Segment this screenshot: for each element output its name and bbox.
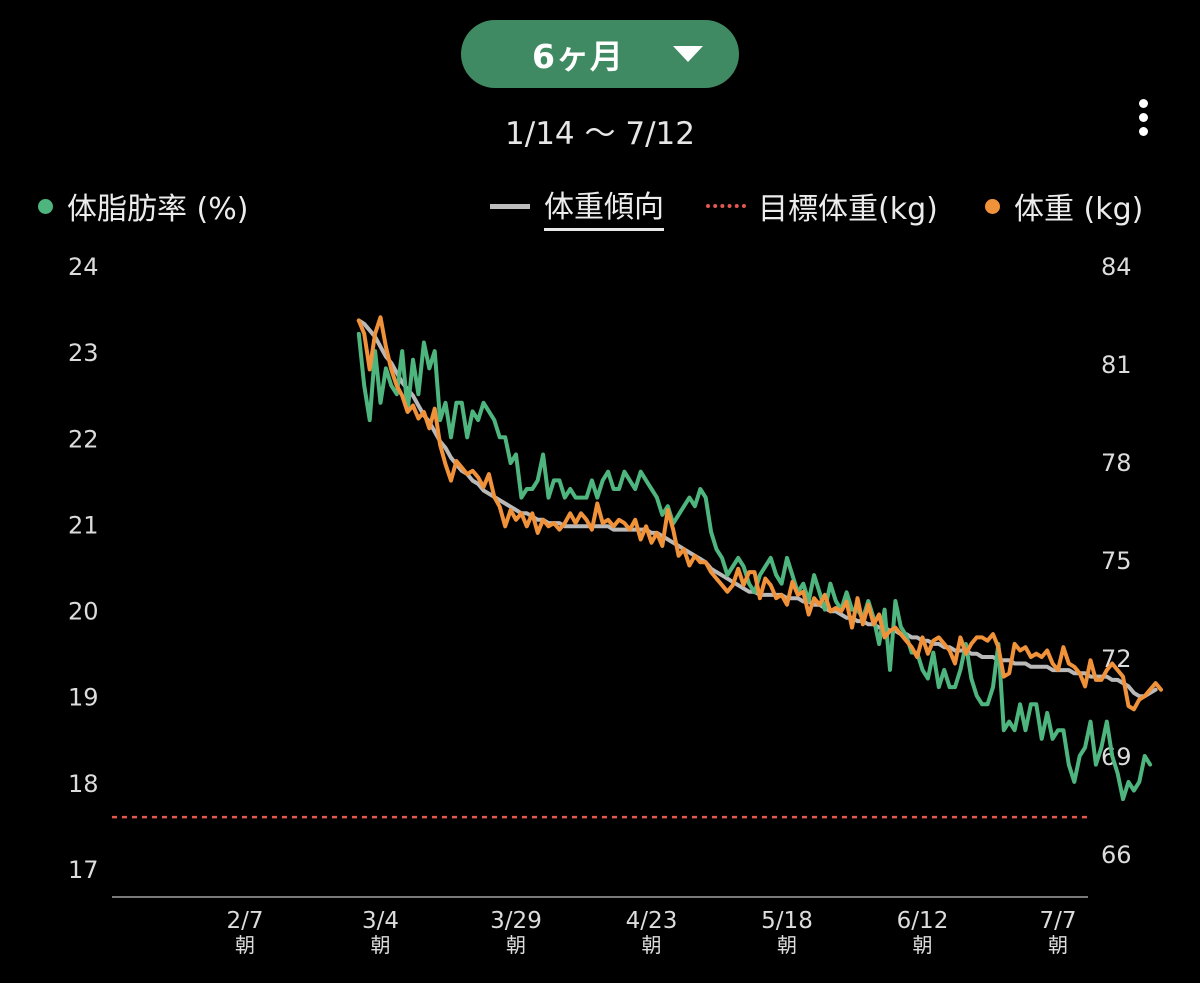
left-y-tick-label: 18 bbox=[68, 770, 99, 798]
x-tick-label: 4/23 bbox=[626, 908, 678, 934]
legend-body-fat-label: 体脂肪率 (%) bbox=[67, 192, 249, 227]
period-label: 6ヶ月 bbox=[532, 37, 624, 76]
legend-target-label: 目標体重(kg) bbox=[758, 192, 938, 227]
legend-body-fat[interactable]: 体脂肪率 (%) bbox=[38, 184, 248, 228]
period-selector-button[interactable]: 6ヶ月 bbox=[461, 20, 739, 88]
x-tick-sublabel: 朝 bbox=[1048, 933, 1068, 957]
left-y-tick-label: 23 bbox=[68, 339, 99, 367]
body-fat-line bbox=[356, 331, 1153, 802]
legend-trend-label: 体重傾向 bbox=[544, 182, 664, 231]
left-y-tick-label: 20 bbox=[68, 598, 99, 626]
x-tick-sublabel: 朝 bbox=[913, 933, 933, 957]
x-tick-label: 7/7 bbox=[1039, 908, 1076, 934]
legend-trend[interactable]: 体重傾向 bbox=[490, 182, 664, 231]
x-tick-sublabel: 朝 bbox=[371, 933, 391, 957]
left-y-tick-label: 21 bbox=[68, 511, 99, 539]
target-legend-dash bbox=[706, 204, 746, 208]
left-y-tick-label: 17 bbox=[68, 856, 99, 884]
legend-weight[interactable]: 体重 (kg) bbox=[985, 184, 1143, 228]
right-y-tick-label: 81 bbox=[1101, 351, 1132, 379]
right-y-tick-label: 78 bbox=[1101, 449, 1132, 477]
x-tick-label: 2/7 bbox=[226, 908, 263, 934]
x-tick-label: 3/4 bbox=[362, 908, 399, 934]
weight-trend-line bbox=[356, 318, 1158, 699]
date-range: 1/14 〜 7/12 bbox=[505, 116, 695, 152]
right-y-tick-label: 66 bbox=[1101, 841, 1132, 869]
x-tick-label: 5/18 bbox=[761, 908, 813, 934]
body-fat-legend-dot bbox=[38, 198, 53, 214]
right-y-tick-label: 84 bbox=[1101, 253, 1132, 281]
caret-down-icon bbox=[673, 46, 703, 62]
legend-target[interactable]: 目標体重(kg) bbox=[706, 184, 938, 228]
left-y-tick-label: 22 bbox=[68, 425, 99, 453]
left-y-tick-label: 19 bbox=[68, 684, 99, 712]
right-y-tick-label: 75 bbox=[1101, 547, 1132, 575]
weight-legend-dot bbox=[985, 198, 1000, 214]
trend-legend-line bbox=[490, 203, 530, 209]
more-vertical-icon[interactable] bbox=[1128, 96, 1160, 140]
x-tick-sublabel: 朝 bbox=[642, 933, 662, 957]
x-tick-sublabel: 朝 bbox=[235, 933, 255, 957]
weight-line bbox=[356, 315, 1163, 712]
x-tick-label: 6/12 bbox=[897, 908, 949, 934]
left-y-tick-label: 24 bbox=[68, 253, 99, 281]
x-tick-sublabel: 朝 bbox=[506, 933, 526, 957]
x-tick-label: 3/29 bbox=[490, 908, 542, 934]
x-tick-sublabel: 朝 bbox=[777, 933, 797, 957]
legend-weight-label: 体重 (kg) bbox=[1014, 192, 1144, 227]
